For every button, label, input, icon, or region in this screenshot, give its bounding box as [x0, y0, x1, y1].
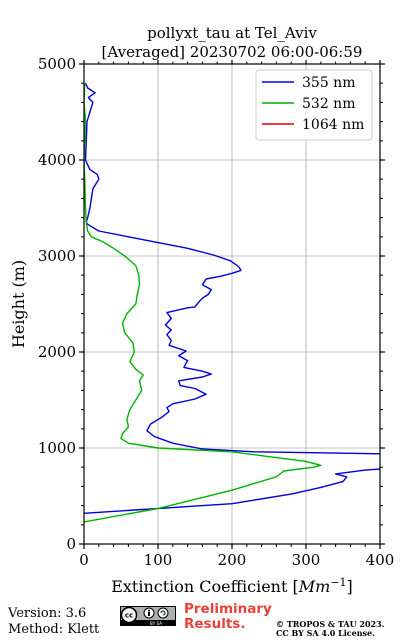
- prelim-line1: Preliminary: [184, 601, 272, 617]
- chart-subtitle: [Averaged] 20230702 06:00-06:59: [102, 43, 363, 61]
- legend-label: 355 nm: [302, 75, 355, 91]
- y-tick-label: 1000: [38, 439, 76, 457]
- series-line-532-nm: [84, 83, 322, 523]
- footer-info: Version: 3.6 Method: Klett: [8, 606, 99, 638]
- series-line-355-nm: [84, 82, 380, 455]
- axis-ticks: [79, 60, 385, 549]
- y-tick-label: 3000: [38, 247, 76, 265]
- x-tick-label: 200: [218, 551, 247, 569]
- badge-text: BY SA: [150, 621, 162, 626]
- x-tick-label: 100: [144, 551, 173, 569]
- series-line-355-nm-low: [84, 468, 380, 514]
- extinction-chart: pollyxt_tau at Tel_Aviv [Averaged] 20230…: [9, 24, 395, 596]
- y-tick-label: 5000: [38, 55, 76, 73]
- x-tick-label: 300: [292, 551, 321, 569]
- legend-label: 532 nm: [302, 96, 355, 112]
- x-axis-label: Extinction Coefficient [Mm−1]: [111, 576, 353, 596]
- y-tick-label: 2000: [38, 343, 76, 361]
- y-tick-label: 0: [66, 535, 76, 553]
- copyright-line2: CC BY SA 4.0 License.: [276, 628, 375, 638]
- legend: 355 nm 532 nm 1064 nm: [255, 69, 373, 141]
- series-lines: [84, 82, 380, 523]
- y-axis-label: Height (m): [9, 260, 28, 348]
- method-text: Method: Klett: [8, 622, 100, 637]
- chart-title: pollyxt_tau at Tel_Aviv: [147, 24, 317, 42]
- cc-by-sa-icon: cc BY SA: [120, 606, 176, 626]
- version-text: Version: 3.6: [8, 606, 87, 621]
- svg-text:cc: cc: [125, 612, 133, 620]
- copyright-line1: © TROPOS & TAU 2023.: [276, 619, 385, 629]
- y-tick-label: 4000: [38, 151, 76, 169]
- copyright-text: © TROPOS & TAU 2023. CC BY SA 4.0 Licens…: [276, 620, 384, 638]
- legend-box: [255, 69, 373, 141]
- legend-label: 1064 nm: [302, 117, 364, 133]
- preliminary-results-text: Preliminary Results.: [184, 602, 272, 632]
- x-tick-label: 400: [366, 551, 395, 569]
- prelim-line2: Results.: [184, 616, 246, 632]
- x-tick-label: 0: [79, 551, 89, 569]
